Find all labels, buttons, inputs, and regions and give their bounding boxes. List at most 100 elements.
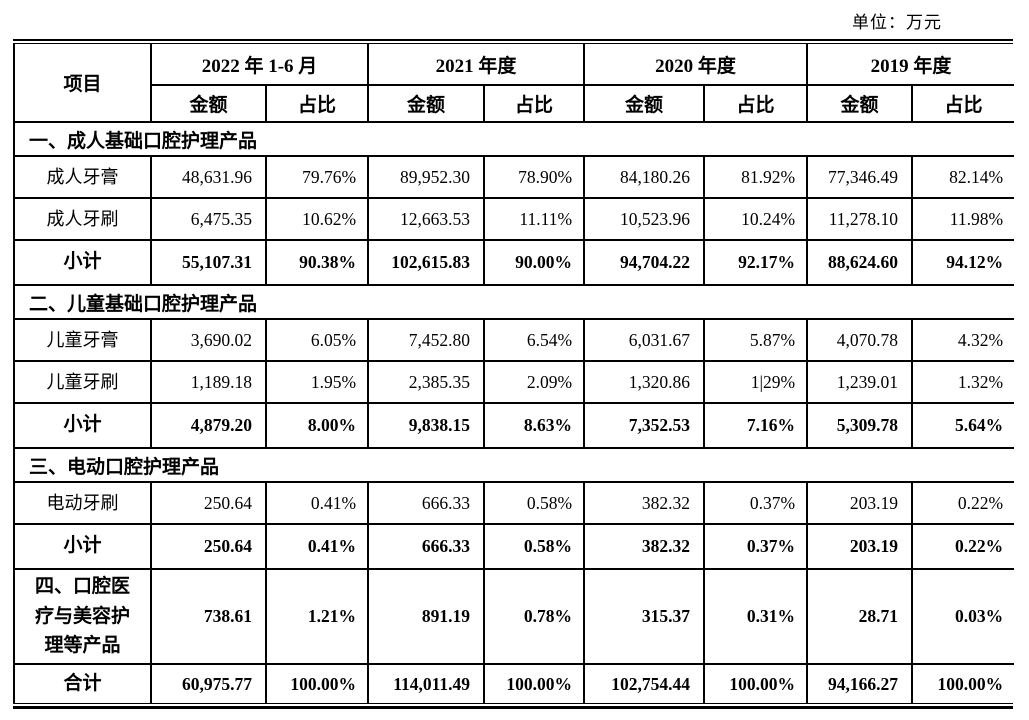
row-label: 小计 (13, 402, 152, 449)
amount-cell: 102,615.83 (367, 239, 486, 286)
period-header-2021: 2021 年度 (367, 44, 586, 86)
ratio-cell: 10.24% (703, 197, 809, 241)
amount-cell: 250.64 (150, 523, 267, 570)
ratio-cell: 11.98% (911, 197, 1015, 241)
ratio-cell: 1.21% (264, 568, 370, 665)
ratio-cell: 100.00% (264, 663, 370, 703)
table-row: 成人牙刷 6,475.35 10.62% 12,663.53 11.11% 10,523.… (13, 197, 1015, 241)
ratio-cell: 90.38% (264, 239, 370, 286)
row-label: 电动牙刷 (13, 481, 152, 525)
amount-cell: 3,690.02 (150, 318, 267, 362)
amount-cell: 203.19 (806, 481, 914, 525)
unit-label: 单位：万元 (852, 13, 942, 32)
ratio-cell: 81.92% (703, 155, 809, 199)
table-row: 电动牙刷 250.64 0.41% 666.33 0.58% 382.32 0.37% 203… (13, 481, 1015, 525)
amount-cell: 2,385.35 (367, 360, 486, 404)
table-row: 儿童牙刷 1,189.18 1.95% 2,385.35 2.09% 1,320.86 1|… (13, 360, 1015, 404)
table-row: 小计 250.64 0.41% 666.33 0.58% 382.32 0.37% 203.1… (13, 523, 1015, 570)
section-label: 二、儿童基础口腔护理产品 (12, 284, 1015, 320)
ratio-cell: 0.58% (483, 523, 586, 570)
bottom-rule-thick (13, 706, 1013, 709)
top-rule-thin (13, 43, 1013, 44)
ratio-cell: 0.37% (703, 481, 809, 525)
amount-cell: 4,879.20 (150, 402, 267, 449)
ratio-header: 占比 (703, 84, 809, 123)
table-header: 项目 2022 年 1-6 月 2021 年度 2020 年度 2019 年度 … (13, 44, 1015, 123)
ratio-cell: 79.76% (264, 155, 370, 199)
amount-cell: 11,278.10 (806, 197, 914, 241)
ratio-header: 占比 (483, 84, 586, 123)
ratio-cell: 6.05% (264, 318, 370, 362)
table-row: 四、口腔医 疗与美容护 理等产品 738.61 1.21% 891.19 0.78% 31… (13, 568, 1015, 665)
ratio-cell: 100.00% (703, 663, 809, 703)
ratio-cell: 10.62% (264, 197, 370, 241)
amount-cell: 1,320.86 (583, 360, 706, 404)
ratio-cell: 100.00% (911, 663, 1015, 703)
section-row: 二、儿童基础口腔护理产品 (12, 284, 1015, 320)
amount-cell: 382.32 (583, 481, 706, 525)
amount-cell: 1,239.01 (806, 360, 914, 404)
row-label: 成人牙膏 (13, 155, 152, 199)
ratio-cell: 4.32% (911, 318, 1015, 362)
ratio-cell: 6.54% (483, 318, 586, 362)
bottom-rule-gap (13, 704, 1013, 706)
amount-cell: 102,754.44 (583, 663, 706, 703)
row-label: 儿童牙刷 (13, 360, 152, 404)
row-label: 成人牙刷 (13, 197, 152, 241)
table-row: 儿童牙膏 3,690.02 6.05% 7,452.80 6.54% 6,031.67 5.… (13, 318, 1015, 362)
row-label: 合计 (13, 663, 152, 703)
table-row: 成人牙膏 48,631.96 79.76% 89,952.30 78.90% 84,180… (13, 155, 1015, 199)
amount-cell: 55,107.31 (150, 239, 267, 286)
ratio-cell: 1.32% (911, 360, 1015, 404)
amount-cell: 28.71 (806, 568, 914, 665)
bottom-rule-thin (13, 703, 1013, 704)
table-body: 一、成人基础口腔护理产品 成人牙膏 48,631.96 79.76% 89,952.30… (12, 121, 1015, 703)
row-label: 小计 (13, 239, 152, 286)
ratio-cell: 0.58% (483, 481, 586, 525)
amount-cell: 9,838.15 (367, 402, 486, 449)
ratio-cell: 0.22% (911, 481, 1015, 525)
row-label: 儿童牙膏 (13, 318, 152, 362)
period-header-2020: 2020 年度 (583, 44, 809, 86)
ratio-cell: 7.16% (703, 402, 809, 449)
row-label: 四、口腔医 疗与美容护 理等产品 (13, 568, 152, 665)
amount-cell: 5,309.78 (806, 402, 914, 449)
amount-cell: 94,166.27 (806, 663, 914, 703)
table-row: 小计 4,879.20 8.00% 9,838.15 8.63% 7,352.53 7.16… (13, 402, 1015, 449)
ratio-cell: 82.14% (911, 155, 1015, 199)
amount-cell: 60,975.77 (150, 663, 267, 703)
amount-header: 金额 (367, 84, 486, 123)
ratio-cell: 90.00% (483, 239, 586, 286)
ratio-cell: 0.37% (703, 523, 809, 570)
ratio-cell: 5.64% (911, 402, 1015, 449)
amount-cell: 114,011.49 (367, 663, 486, 703)
ratio-cell: 11.11% (483, 197, 586, 241)
amount-header: 金额 (583, 84, 706, 123)
subheader-row: 金额 占比 金额 占比 金额 占比 金额 占比 (14, 84, 1015, 123)
table-row: 小计 55,107.31 90.38% 102,615.83 90.00% 94,704.… (13, 239, 1015, 286)
amount-cell: 77,346.49 (806, 155, 914, 199)
ratio-cell: 1.95% (264, 360, 370, 404)
amount-cell: 84,180.26 (583, 155, 706, 199)
amount-cell: 88,624.60 (806, 239, 914, 286)
ratio-cell: 100.00% (483, 663, 586, 703)
period-header-2019: 2019 年度 (806, 44, 1015, 86)
amount-cell: 48,631.96 (150, 155, 267, 199)
amount-cell: 4,070.78 (806, 318, 914, 362)
amount-cell: 382.32 (583, 523, 706, 570)
ratio-cell: 0.41% (264, 481, 370, 525)
amount-cell: 10,523.96 (583, 197, 706, 241)
ratio-cell: 92.17% (703, 239, 809, 286)
section-row: 一、成人基础口腔护理产品 (12, 121, 1015, 157)
ratio-cell: 0.78% (483, 568, 586, 665)
ratio-cell: 0.03% (911, 568, 1015, 665)
period-header-row: 项目 2022 年 1-6 月 2021 年度 2020 年度 2019 年度 (13, 44, 1015, 123)
top-rule-gap (13, 41, 1013, 43)
ratio-cell: 0.22% (911, 523, 1015, 570)
amount-cell: 1,189.18 (150, 360, 267, 404)
ratio-cell: 8.63% (483, 402, 586, 449)
amount-cell: 94,704.22 (583, 239, 706, 286)
ratio-header: 占比 (911, 84, 1015, 123)
amount-cell: 738.61 (150, 568, 267, 665)
